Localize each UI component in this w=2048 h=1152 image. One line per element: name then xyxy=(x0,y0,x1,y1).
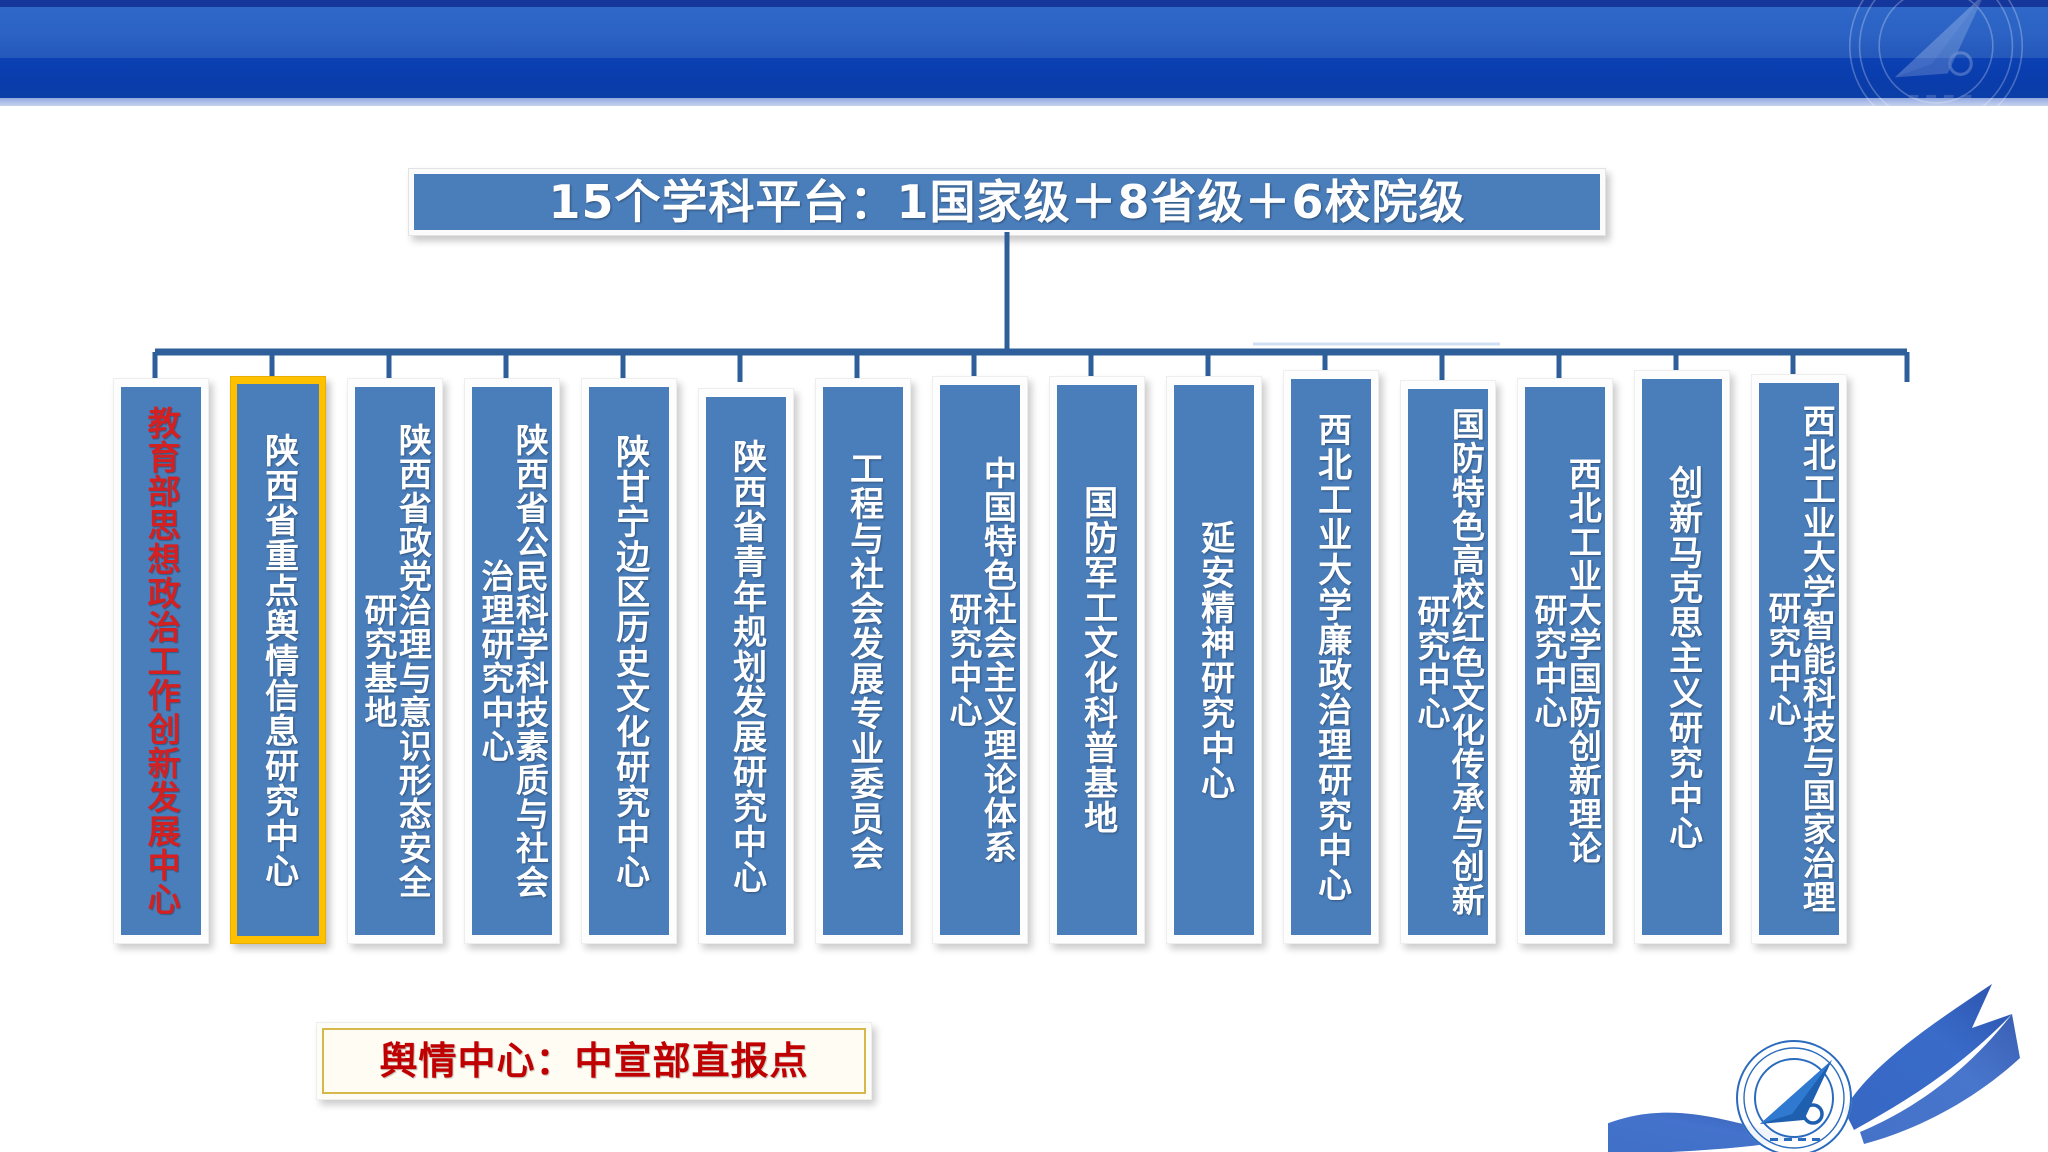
platform-card-fill: 国防军工文化科普基地 xyxy=(1057,385,1137,935)
university-emblem-watermark-icon xyxy=(1838,0,2034,106)
platform-card-label: 创新马克思主义研究中心 xyxy=(1662,464,1703,850)
diagram-title-fill: 15个学科平台：1国家级＋8省级＋6校院级 xyxy=(414,174,1600,230)
platform-card-label: 研究基地 xyxy=(359,593,398,729)
platform-card-row: 教育部思想政治工作创新发展中心 陕西省重点舆情信息研究中心 陕西省政党治理与意识形态… xyxy=(0,366,2048,966)
platform-card-5[interactable]: 陕甘宁边区历史文化研究中心 xyxy=(581,378,677,944)
platform-card-fill: 西北工业大学廉政治理研究中心 xyxy=(1291,379,1371,935)
caption-inner-frame: 舆情中心：中宣部直报点 xyxy=(322,1028,866,1094)
platform-card-label: 陕西省公民科学科技素质与社会 xyxy=(510,423,550,899)
platform-card-label: 中国特色社会主义理论体系 xyxy=(978,456,1018,864)
platform-card-14[interactable]: 创新马克思主义研究中心 xyxy=(1634,370,1730,944)
platform-card-label: 治理研究中心 xyxy=(476,559,515,763)
platform-card-9[interactable]: 国防军工文化科普基地 xyxy=(1049,376,1145,944)
platform-card-label: 延安精神研究中心 xyxy=(1194,520,1235,800)
platform-card-label: 国防军工文化科普基地 xyxy=(1077,485,1118,835)
platform-card-label: 研究中心 xyxy=(1412,594,1451,730)
platform-card-13[interactable]: 西北工业大学国防创新理论 研究中心 xyxy=(1517,378,1613,944)
platform-card-fill: 国防特色高校红色文化传承与创新 研究中心 xyxy=(1408,389,1488,935)
platform-card-label: 国防特色高校红色文化传承与创新 xyxy=(1446,407,1486,917)
header-banner xyxy=(0,0,2048,106)
platform-card-3[interactable]: 陕西省政党治理与意识形态安全 研究基地 xyxy=(347,378,443,944)
footer-branding xyxy=(1608,942,2048,1152)
platform-card-label: 西北工业大学廉政治理研究中心 xyxy=(1311,412,1352,902)
platform-card-fill: 陕西省青年规划发展研究中心 xyxy=(706,397,786,935)
org-connector-lines xyxy=(0,232,2048,382)
platform-card-fill: 陕西省公民科学科技素质与社会 治理研究中心 xyxy=(472,387,552,935)
platform-card-12[interactable]: 国防特色高校红色文化传承与创新 研究中心 xyxy=(1400,380,1496,944)
platform-card-fill: 西北工业大学国防创新理论 研究中心 xyxy=(1525,387,1605,935)
platform-card-fill: 延安精神研究中心 xyxy=(1174,385,1254,935)
platform-card-fill: 工程与社会发展专业委员会 xyxy=(823,387,903,935)
caption-box: 舆情中心：中宣部直报点 xyxy=(316,1022,872,1100)
header-top-rule xyxy=(0,0,2048,7)
platform-card-label: 研究中心 xyxy=(1763,591,1802,727)
platform-card-fill: 西北工业大学智能科技与国家治理 研究中心 xyxy=(1759,383,1839,935)
platform-card-label: 西北工业大学国防创新理论 xyxy=(1563,457,1603,865)
platform-card-fill: 陕西省重点舆情信息研究中心 xyxy=(237,384,319,936)
platform-card-11[interactable]: 西北工业大学廉政治理研究中心 xyxy=(1283,370,1379,944)
platform-card-label: 陕西省青年规划发展研究中心 xyxy=(726,438,767,894)
header-band-medium xyxy=(0,7,2048,58)
platform-card-1[interactable]: 教育部思想政治工作创新发展中心 xyxy=(113,378,209,944)
platform-card-label: 研究中心 xyxy=(944,592,983,728)
diagram-title-box: 15个学科平台：1国家级＋8省级＋6校院级 xyxy=(408,168,1606,236)
header-band-dark xyxy=(0,58,2048,98)
platform-card-label: 陕西省重点舆情信息研究中心 xyxy=(258,432,299,888)
platform-card-label: 西北工业大学智能科技与国家治理 xyxy=(1797,404,1837,914)
platform-card-label: 研究中心 xyxy=(1529,593,1568,729)
platform-card-fill: 创新马克思主义研究中心 xyxy=(1642,379,1722,935)
platform-card-7[interactable]: 工程与社会发展专业委员会 xyxy=(815,378,911,944)
platform-card-fill: 教育部思想政治工作创新发展中心 xyxy=(121,387,201,935)
platform-card-2[interactable]: 陕西省重点舆情信息研究中心 xyxy=(230,376,326,944)
platform-card-8[interactable]: 中国特色社会主义理论体系 研究中心 xyxy=(932,376,1028,944)
platform-card-label: 陕西省政党治理与意识形态安全 xyxy=(393,423,433,899)
platform-card-label: 陕甘宁边区历史文化研究中心 xyxy=(609,433,650,889)
platform-card-6[interactable]: 陕西省青年规划发展研究中心 xyxy=(698,388,794,944)
header-bottom-rule xyxy=(0,98,2048,106)
page-title: 15个学科平台：1国家级＋8省级＋6校院级 xyxy=(548,175,1466,229)
platform-card-15[interactable]: 西北工业大学智能科技与国家治理 研究中心 xyxy=(1751,374,1847,944)
platform-card-fill: 中国特色社会主义理论体系 研究中心 xyxy=(940,385,1020,935)
platform-card-fill: 陕西省政党治理与意识形态安全 研究基地 xyxy=(355,387,435,935)
caption-text: 舆情中心：中宣部直报点 xyxy=(379,1039,809,1083)
platform-card-fill: 陕甘宁边区历史文化研究中心 xyxy=(589,387,669,935)
platform-card-10[interactable]: 延安精神研究中心 xyxy=(1166,376,1262,944)
platform-card-4[interactable]: 陕西省公民科学科技素质与社会 治理研究中心 xyxy=(464,378,560,944)
platform-card-label: 工程与社会发展专业委员会 xyxy=(843,451,884,871)
platform-card-label: 教育部思想政治工作创新发展中心 xyxy=(142,406,182,916)
